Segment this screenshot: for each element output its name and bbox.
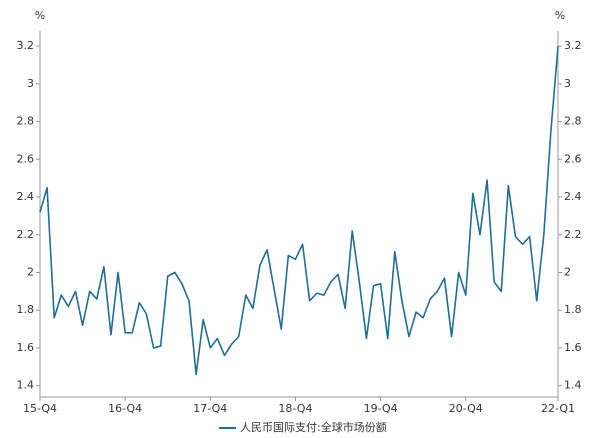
y2-tick-label: 2.4 (564, 190, 582, 203)
x-tick-label: 15-Q4 (23, 402, 57, 415)
legend-label: 人民币国际支付:全球市场份额 (240, 420, 387, 434)
y2-axis-unit: % (555, 9, 565, 22)
y2-tick-label: 2.8 (564, 115, 582, 128)
y-tick-label: 3.2 (17, 39, 35, 52)
series-line (39, 46, 559, 376)
y-tick-label: 1.8 (17, 303, 35, 316)
y2-tick-label: 2.2 (564, 228, 582, 241)
y-tick-label: 2.4 (17, 190, 35, 203)
x-tick-label: 22-Q1 (541, 402, 575, 415)
y2-tick-label: 2 (564, 265, 571, 278)
y-tick-label: 3 (27, 77, 34, 90)
x-tick-label: 20-Q4 (449, 402, 483, 415)
x-tick-label: 18-Q4 (278, 402, 312, 415)
y2-tick-label: 1.4 (564, 379, 582, 392)
y-tick-label: 1.6 (17, 341, 35, 354)
y-tick-label: 2.6 (17, 152, 35, 165)
y2-tick-label: 2.6 (564, 152, 582, 165)
y2-tick-label: 1.8 (564, 303, 582, 316)
y-tick-label: 2.2 (17, 228, 35, 241)
y-tick-label: 1.4 (17, 379, 35, 392)
x-tick-label: 19-Q4 (364, 402, 398, 415)
y-axis-unit: % (35, 9, 45, 22)
y-tick-label: 2.8 (17, 115, 35, 128)
x-tick-label: 17-Q4 (193, 402, 227, 415)
y2-tick-label: 3 (564, 77, 571, 90)
y2-tick-label: 1.6 (564, 341, 582, 354)
y-tick-label: 2 (27, 265, 34, 278)
x-tick-label: 16-Q4 (108, 402, 142, 415)
y2-tick-label: 3.2 (564, 39, 582, 52)
